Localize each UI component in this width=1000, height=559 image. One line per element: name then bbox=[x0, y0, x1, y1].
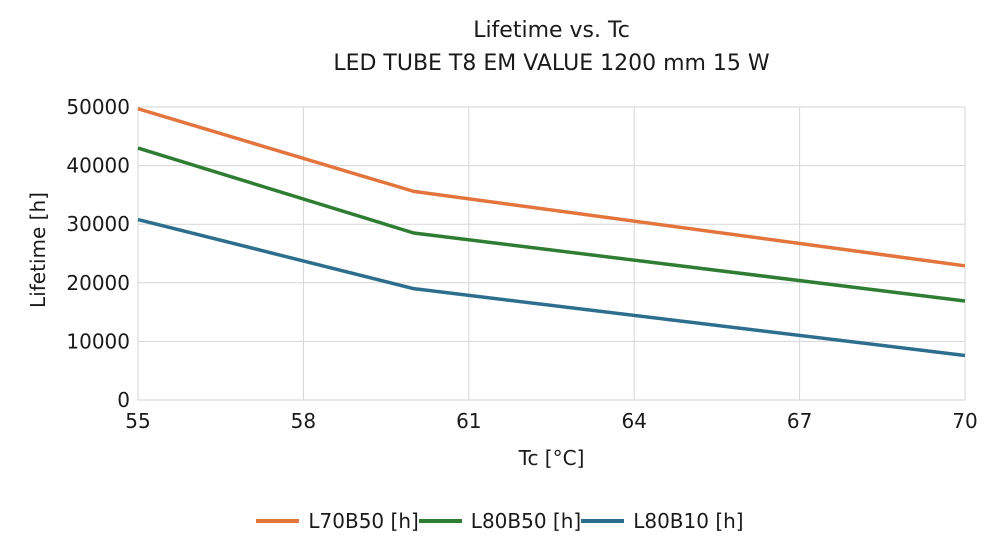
legend-item-l70b50: L70B50 [h] bbox=[256, 509, 419, 533]
y-tick-label: 30000 bbox=[66, 212, 130, 236]
series-line-l80b50 bbox=[137, 146, 966, 303]
chart-titles: Lifetime vs. Tc LED TUBE T8 EM VALUE 120… bbox=[138, 14, 965, 80]
y-tick-label: 40000 bbox=[66, 154, 130, 178]
x-tick-label: 55 bbox=[125, 409, 150, 433]
x-axis-label: Tc [°C] bbox=[518, 446, 585, 470]
legend-label-l70b50: L70B50 [h] bbox=[308, 509, 419, 533]
legend-item-l80b10: L80B10 [h] bbox=[581, 509, 744, 533]
plot-border bbox=[137, 106, 966, 401]
legend-swatch-l70b50 bbox=[256, 519, 300, 523]
chart-title: Lifetime vs. Tc bbox=[473, 18, 630, 43]
x-tick-label: 67 bbox=[787, 409, 812, 433]
x-tick-label: 64 bbox=[621, 409, 646, 433]
legend-item-l80b50: L80B50 [h] bbox=[418, 509, 582, 533]
legend-swatch-l80b10 bbox=[581, 519, 625, 523]
x-tick-label: 58 bbox=[291, 409, 316, 433]
legend: L70B50 [h] L80B50 [h] L80B10 [h] bbox=[0, 508, 1000, 534]
y-tick-label: 0 bbox=[117, 388, 130, 412]
chart-subtitle: LED TUBE T8 EM VALUE 1200 mm 15 W bbox=[333, 51, 770, 76]
y-tick-label: 50000 bbox=[66, 95, 130, 119]
y-tick-label: 10000 bbox=[66, 329, 130, 353]
y-tick-label: 20000 bbox=[66, 271, 130, 295]
x-tick-label: 70 bbox=[952, 409, 977, 433]
series-line-l70b50 bbox=[137, 107, 966, 268]
series-line-l80b10 bbox=[137, 217, 966, 358]
legend-label-l80b50: L80B50 [h] bbox=[470, 509, 582, 533]
x-tick-label: 61 bbox=[456, 409, 481, 433]
legend-label-l80b10: L80B10 [h] bbox=[633, 509, 744, 533]
legend-swatch-l80b50 bbox=[418, 519, 462, 523]
